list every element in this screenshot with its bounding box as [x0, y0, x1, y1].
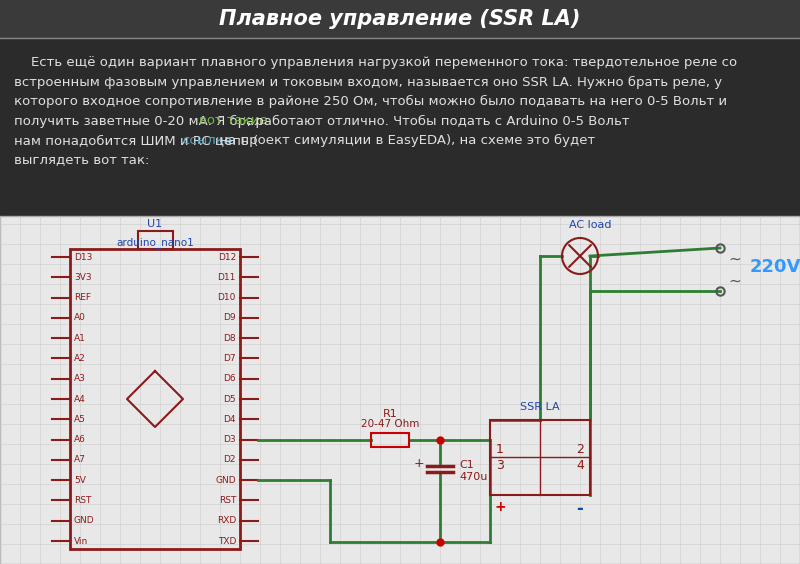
Text: D2: D2 — [223, 455, 236, 464]
Text: AC load: AC load — [569, 220, 611, 230]
Text: ссылка: ссылка — [182, 134, 232, 147]
Text: 220V: 220V — [750, 258, 800, 276]
Text: A4: A4 — [74, 394, 86, 403]
Text: GND: GND — [74, 516, 94, 525]
Text: на проект симуляции в EasyEDA), на схеме это будет: на проект симуляции в EasyEDA), на схеме… — [215, 134, 595, 147]
Text: , работают отлично. Чтобы подать с Arduino 0-5 Вольт: , работают отлично. Чтобы подать с Ardui… — [247, 114, 630, 127]
Text: A7: A7 — [74, 455, 86, 464]
Bar — [0, 0, 800, 38]
Text: 470u: 470u — [459, 472, 487, 482]
Text: A5: A5 — [74, 415, 86, 424]
Text: A3: A3 — [74, 374, 86, 383]
Text: встроенным фазовым управлением и токовым входом, называется оно SSR LA. Нужно бр: встроенным фазовым управлением и токовым… — [14, 76, 722, 89]
Text: D4: D4 — [223, 415, 236, 424]
Text: Плавное управление (SSR LA): Плавное управление (SSR LA) — [219, 9, 581, 29]
Text: A0: A0 — [74, 314, 86, 323]
Text: SSR LA: SSR LA — [520, 402, 560, 412]
Text: вот такие: вот такие — [198, 114, 267, 127]
Text: D3: D3 — [223, 435, 236, 444]
Text: D6: D6 — [223, 374, 236, 383]
Text: -: - — [577, 500, 583, 518]
Text: U1: U1 — [147, 219, 162, 229]
Bar — [371, 433, 409, 447]
Text: которого входное сопротивление в районе 250 Ом, чтобы можно было подавать на нег: которого входное сопротивление в районе … — [14, 95, 727, 108]
Bar — [70, 249, 240, 549]
Bar — [0, 38, 800, 216]
Text: D9: D9 — [223, 314, 236, 323]
Text: ~: ~ — [729, 252, 742, 267]
Text: TXD: TXD — [218, 536, 236, 545]
Text: 20-47 Ohm: 20-47 Ohm — [361, 418, 419, 429]
Text: Vin: Vin — [74, 536, 88, 545]
Text: 3: 3 — [496, 459, 504, 472]
Text: ~: ~ — [729, 274, 742, 289]
Text: RST: RST — [74, 496, 91, 505]
Bar — [0, 216, 800, 564]
Text: GND: GND — [215, 475, 236, 484]
Text: 2: 2 — [576, 443, 584, 456]
Text: A6: A6 — [74, 435, 86, 444]
Text: нам понадобится ШИМ и RC цепь (: нам понадобится ШИМ и RC цепь ( — [14, 134, 258, 147]
Text: RXD: RXD — [217, 516, 236, 525]
Text: A2: A2 — [74, 354, 86, 363]
Text: D8: D8 — [223, 334, 236, 343]
Text: +: + — [494, 500, 506, 514]
Text: D10: D10 — [218, 293, 236, 302]
Text: выглядеть вот так:: выглядеть вот так: — [14, 153, 150, 166]
Text: D5: D5 — [223, 394, 236, 403]
Text: REF: REF — [74, 293, 91, 302]
Text: 5V: 5V — [74, 475, 86, 484]
Text: 4: 4 — [576, 459, 584, 472]
Text: D13: D13 — [74, 253, 92, 262]
Text: arduino_nano1: arduino_nano1 — [116, 237, 194, 248]
Text: Есть ещё один вариант плавного управления нагрузкой переменного тока: твердотель: Есть ещё один вариант плавного управлени… — [14, 56, 737, 69]
Text: D12: D12 — [218, 253, 236, 262]
Bar — [138, 231, 173, 249]
Text: R1: R1 — [382, 408, 398, 418]
Text: RST: RST — [218, 496, 236, 505]
Text: 3V3: 3V3 — [74, 273, 92, 282]
Text: C1: C1 — [459, 460, 474, 470]
Text: 1: 1 — [496, 443, 504, 456]
Bar — [490, 420, 590, 495]
Text: D11: D11 — [218, 273, 236, 282]
Text: A1: A1 — [74, 334, 86, 343]
Text: +: + — [414, 457, 424, 470]
Text: D7: D7 — [223, 354, 236, 363]
Text: получить заветные 0-20 мА. Я брал: получить заветные 0-20 мА. Я брал — [14, 114, 267, 127]
